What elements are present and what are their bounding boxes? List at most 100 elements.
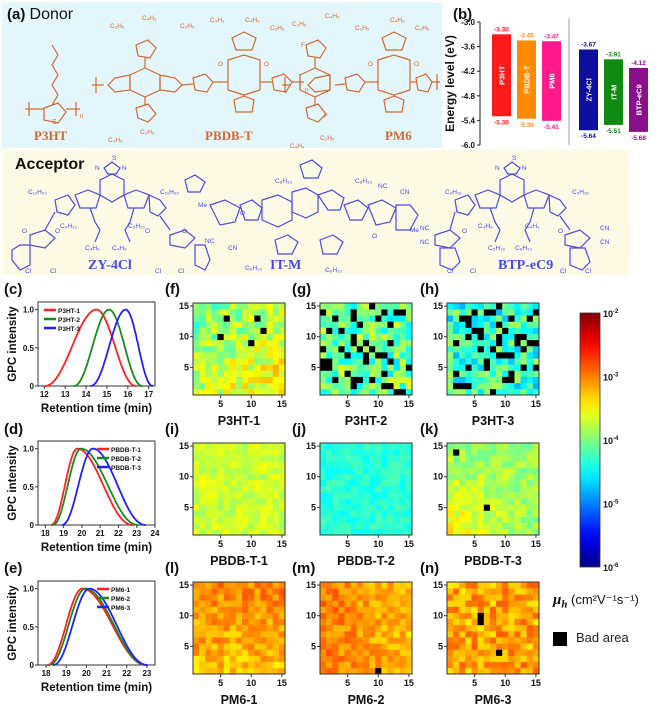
heatmap-cell bbox=[338, 364, 345, 371]
heatmap-cell bbox=[260, 594, 267, 601]
heatmap-cell bbox=[483, 327, 491, 334]
heatmap-cell bbox=[393, 473, 401, 481]
heatmap-cell bbox=[217, 364, 224, 371]
heatmap-cell bbox=[211, 485, 218, 493]
heatmap-cell bbox=[235, 631, 243, 638]
heatmap-cell bbox=[381, 449, 388, 456]
colorbar-tick-label: 10-4 bbox=[603, 436, 619, 446]
heatmap-cell bbox=[223, 327, 231, 334]
heatmap-cell bbox=[266, 479, 274, 487]
heatmap-cell bbox=[229, 667, 237, 675]
heatmap-cell bbox=[338, 303, 345, 310]
heatmap-cell bbox=[278, 315, 286, 322]
gpc-curve-p3ht-1 bbox=[44, 308, 137, 387]
heatmap-cell bbox=[405, 637, 413, 644]
heatmap-cell bbox=[193, 376, 200, 384]
molecule-name-pm6: PM6 bbox=[385, 128, 412, 143]
heatmap-cell bbox=[526, 649, 534, 656]
heatmap-cell bbox=[223, 303, 231, 310]
heatmap-cell bbox=[393, 479, 401, 487]
heatmap-cell bbox=[405, 473, 413, 481]
heatmap-cell bbox=[393, 358, 401, 365]
bad-cell bbox=[471, 309, 478, 316]
heatmap-cell bbox=[526, 467, 534, 474]
heatmap-cell bbox=[260, 637, 267, 644]
heatmap-cell bbox=[532, 327, 540, 334]
heatmap-cell bbox=[350, 364, 358, 371]
heatmap-cell bbox=[242, 327, 249, 334]
heatmap-cell bbox=[205, 649, 212, 656]
heatmap-cell bbox=[508, 455, 515, 462]
bad-area-legend-swatch bbox=[553, 632, 567, 646]
heatmap-cell bbox=[272, 498, 280, 505]
bad-cell bbox=[326, 358, 333, 365]
x-tick-label: 10 bbox=[246, 399, 256, 409]
heatmap-cell bbox=[272, 637, 280, 644]
heatmap-cell bbox=[375, 582, 382, 589]
heatmap-cell bbox=[193, 303, 200, 310]
heatmap-cell bbox=[254, 510, 261, 517]
homo-label: -5.64 bbox=[581, 133, 596, 140]
heatmap-cell bbox=[223, 582, 231, 589]
heatmap-cell bbox=[459, 339, 466, 347]
heatmap-cell bbox=[508, 382, 515, 390]
heatmap-cell bbox=[520, 637, 528, 644]
heatmap-cell bbox=[508, 522, 515, 530]
heatmap-cell bbox=[362, 382, 370, 390]
heatmap-cell bbox=[332, 321, 339, 328]
heatmap-p3ht-2 bbox=[320, 303, 413, 396]
heatmap-cell bbox=[405, 492, 413, 499]
y-tick-label: 15 bbox=[433, 580, 443, 590]
heatmap-cell bbox=[362, 443, 370, 450]
heatmap-cell bbox=[356, 455, 364, 462]
heatmap-cell bbox=[447, 309, 454, 316]
heatmap-cell bbox=[375, 528, 382, 536]
heatmap-cell bbox=[453, 479, 460, 487]
svg-text:N: N bbox=[495, 165, 500, 172]
heatmap-cell bbox=[199, 352, 206, 359]
heatmap-cell bbox=[260, 333, 267, 341]
heatmap-cell bbox=[193, 606, 200, 613]
molecule-name-p3ht: P3HT bbox=[34, 128, 68, 143]
heatmap-cell bbox=[369, 637, 376, 644]
heatmap-cell bbox=[332, 327, 339, 334]
heatmap-cell bbox=[369, 339, 376, 347]
heatmap-cell bbox=[344, 504, 351, 511]
heatmap-cell bbox=[217, 637, 224, 644]
heatmap-pbdb-t-3 bbox=[447, 443, 540, 536]
heatmap-cell bbox=[459, 467, 466, 474]
heatmap-cell bbox=[193, 655, 200, 663]
heatmap-cell bbox=[508, 588, 515, 595]
colorbar-tick-label: 10-3 bbox=[603, 373, 619, 383]
heatmap-cell bbox=[381, 637, 388, 644]
heatmap-cell bbox=[471, 504, 478, 511]
heatmap-cell bbox=[362, 473, 370, 481]
heatmap-cell bbox=[375, 455, 382, 462]
heatmap-cell bbox=[217, 510, 224, 517]
heatmap-cell bbox=[332, 637, 339, 644]
mu-symbol: μ bbox=[553, 592, 562, 608]
heatmap-cell bbox=[272, 333, 280, 341]
heatmap-cell bbox=[229, 303, 237, 310]
heatmap-cell bbox=[350, 637, 358, 644]
heatmap-cell bbox=[235, 582, 243, 589]
heatmap-cell bbox=[369, 315, 376, 322]
bad-cell bbox=[369, 303, 376, 310]
heatmap-cell bbox=[320, 461, 327, 468]
heatmap-cell bbox=[532, 528, 540, 536]
heatmap-title: P3HT-2 bbox=[345, 414, 387, 428]
heatmap-cell bbox=[235, 309, 243, 316]
heatmap-cell bbox=[381, 321, 388, 328]
heatmap-cell bbox=[532, 473, 540, 481]
heatmap-cell bbox=[344, 492, 351, 499]
heatmap-cell bbox=[248, 473, 255, 481]
heatmap-cell bbox=[193, 485, 200, 493]
heatmap-cell bbox=[356, 643, 364, 650]
heatmap-cell bbox=[326, 321, 333, 328]
heatmap-cell bbox=[242, 479, 249, 487]
bad-cell bbox=[514, 339, 521, 347]
heatmap-cell bbox=[344, 382, 351, 390]
heatmap-cell bbox=[489, 649, 497, 656]
heatmap-cell bbox=[242, 321, 249, 328]
bad-cell bbox=[332, 315, 339, 322]
